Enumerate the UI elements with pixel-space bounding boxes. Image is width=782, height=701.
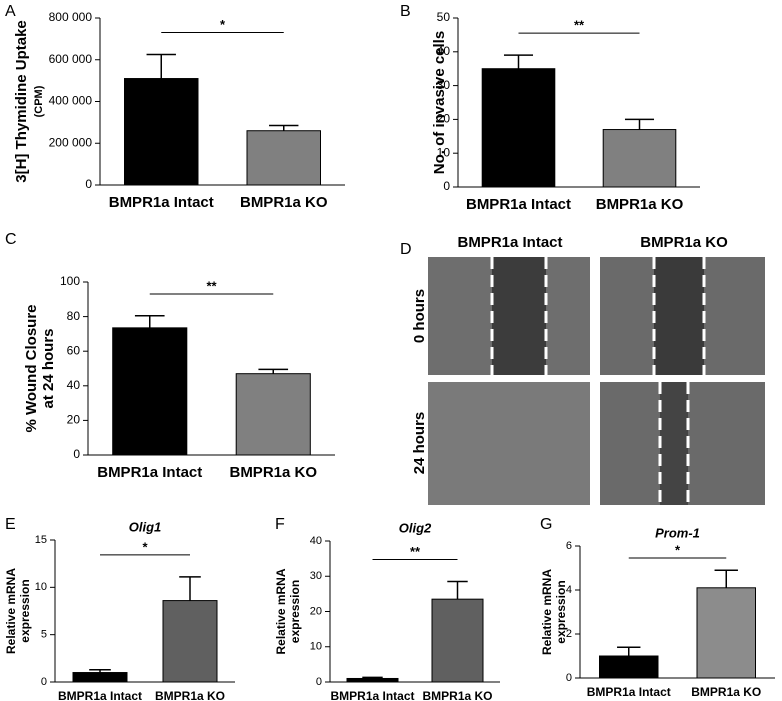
- significance-label: *: [142, 539, 148, 554]
- y-tick-label: 40: [437, 44, 451, 58]
- y-tick-label: 20: [310, 605, 322, 617]
- x-tick-label: BMPR1a Intact: [109, 194, 214, 211]
- chart-title: Prom-1: [655, 525, 700, 540]
- y-axis-label: Relative mRNA: [4, 568, 18, 654]
- bar: [246, 130, 321, 186]
- panel-label: F: [275, 516, 285, 533]
- y-tick-label: 6: [566, 540, 572, 552]
- y-tick-label: 0: [41, 676, 47, 688]
- panel-label: A: [5, 3, 16, 20]
- y-axis-label: % Wound Closure: [23, 304, 40, 432]
- image-panel: D BMPR1a Intact BMPR1a KO 0 hours 24 hou…: [400, 234, 765, 505]
- y-tick-label: 40: [67, 378, 81, 392]
- significance-label: *: [675, 542, 681, 557]
- significance-label: **: [206, 278, 217, 293]
- panel-label: D: [400, 241, 412, 258]
- y-tick-label: 15: [35, 534, 47, 546]
- x-tick-label: BMPR1a KO: [229, 464, 317, 481]
- significance-label: **: [410, 544, 421, 559]
- x-tick-label: BMPR1a Intact: [466, 196, 571, 213]
- x-tick-label: BMPR1a KO: [596, 196, 684, 213]
- chart-title: Olig1: [129, 519, 162, 534]
- y-tick-label: 10: [437, 145, 451, 159]
- y-tick-label: 30: [310, 570, 322, 582]
- panel-label: E: [5, 516, 16, 533]
- y-tick-label: 600 000: [49, 52, 93, 66]
- y-tick-label: 20: [437, 112, 451, 126]
- panel-label: G: [540, 516, 552, 533]
- y-tick-label: 40: [310, 535, 322, 547]
- x-tick-label: BMPR1a Intact: [587, 685, 671, 699]
- column-label: BMPR1a Intact: [457, 234, 562, 251]
- y-axis-label: 3[H] Thymidine Uptake: [13, 20, 30, 183]
- y-tick-label: 0: [443, 179, 450, 193]
- bar: [696, 587, 756, 679]
- y-tick-label: 0: [316, 676, 322, 688]
- row-label: 24 hours: [411, 412, 428, 475]
- significance-label: **: [574, 18, 585, 33]
- y-axis-label: (CPM): [33, 85, 45, 117]
- x-tick-label: BMPR1a KO: [240, 194, 328, 211]
- y-tick-label: 10: [35, 581, 47, 593]
- y-axis-label: expression: [288, 580, 302, 643]
- y-tick-label: 50: [437, 10, 451, 24]
- x-tick-label: BMPR1a KO: [422, 689, 492, 701]
- y-tick-label: 2: [566, 628, 572, 640]
- row-label: 0 hours: [411, 289, 428, 343]
- x-tick-label: BMPR1a Intact: [58, 689, 142, 701]
- y-tick-label: 10: [310, 641, 322, 653]
- bar: [235, 373, 311, 456]
- wound-edges: [490, 257, 706, 505]
- x-tick-label: BMPR1a KO: [691, 685, 761, 699]
- y-tick-label: 4: [566, 584, 572, 596]
- bar: [481, 68, 556, 188]
- bar: [431, 598, 484, 683]
- y-axis-label: No. of invasive cells: [431, 31, 448, 174]
- bar: [72, 672, 128, 683]
- y-tick-label: 30: [437, 78, 451, 92]
- y-tick-label: 0: [85, 177, 92, 191]
- y-tick-label: 5: [41, 629, 47, 641]
- y-tick-label: 80: [67, 309, 81, 323]
- wound-gap: [654, 257, 704, 375]
- bar: [112, 327, 188, 456]
- bar: [162, 600, 218, 683]
- panel-label: B: [400, 3, 411, 20]
- y-tick-label: 20: [67, 413, 81, 427]
- y-tick-label: 100: [60, 274, 80, 288]
- y-axis-label: at 24 hours: [40, 328, 57, 408]
- y-tick-label: 200 000: [49, 135, 93, 149]
- y-axis-label: expression: [18, 579, 32, 642]
- y-axis-label: Relative mRNA: [540, 569, 554, 655]
- y-axis-label: expression: [554, 580, 568, 643]
- x-tick-label: BMPR1a Intact: [330, 689, 414, 701]
- column-label: BMPR1a KO: [640, 234, 728, 251]
- wound-gap: [660, 382, 688, 505]
- y-tick-label: 800 000: [49, 10, 93, 24]
- x-tick-label: BMPR1a Intact: [97, 464, 202, 481]
- bar: [599, 655, 659, 679]
- y-tick-label: 60: [67, 343, 81, 357]
- chart-title: Olig2: [399, 520, 432, 535]
- wound-gap: [492, 257, 546, 375]
- y-tick-label: 0: [566, 672, 572, 684]
- y-axis-label: Relative mRNA: [274, 568, 288, 654]
- significance-label: *: [220, 17, 226, 32]
- micrograph: [428, 382, 590, 505]
- y-tick-label: 0: [73, 447, 80, 461]
- bar: [602, 129, 677, 188]
- x-tick-label: BMPR1a KO: [155, 689, 225, 701]
- panel-label: C: [5, 231, 17, 248]
- y-tick-label: 400 000: [49, 94, 93, 108]
- bar: [124, 78, 199, 186]
- bar: [346, 677, 399, 683]
